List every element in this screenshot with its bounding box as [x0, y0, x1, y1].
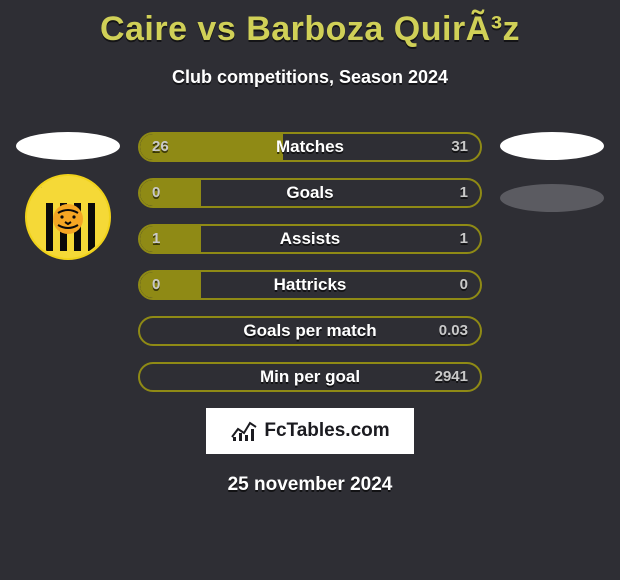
stat-value-right: 31: [451, 134, 468, 160]
stat-rows: Matches2631Goals01Assists11Hattricks00Go…: [138, 132, 482, 392]
footer-date: 25 november 2024: [0, 474, 620, 496]
stat-value-left: 0: [152, 180, 160, 206]
branding-text: FcTables.com: [264, 420, 389, 442]
left-player-column: HE STRONGEST: [8, 132, 128, 260]
page-title: Caire vs Barboza QuirÃ³z: [0, 10, 620, 49]
team-badge-left: HE STRONGEST: [25, 174, 111, 260]
comparison-card: Caire vs Barboza QuirÃ³z Club competitio…: [0, 0, 620, 580]
player-photo-placeholder-right: [500, 132, 604, 160]
team-badge-left-icon: HE STRONGEST: [28, 177, 108, 257]
stat-row: Assists1 1: [138, 224, 482, 254]
fctables-logo-icon: [230, 419, 258, 443]
stat-value-right: 0: [460, 272, 468, 298]
stat-label: Goals per match: [140, 318, 480, 344]
stat-value-right: 0.03: [439, 318, 468, 344]
stat-value-left: 1: [152, 226, 160, 252]
stat-value-right: 1: [460, 226, 468, 252]
stat-label: Assists: [140, 226, 480, 252]
page-subtitle: Club competitions, Season 2024: [0, 67, 620, 88]
right-player-column: [492, 132, 612, 226]
stat-label: Hattricks: [140, 272, 480, 298]
stat-label: Matches: [140, 134, 480, 160]
branding-bar[interactable]: FcTables.com: [206, 408, 414, 454]
stat-row: Min per goal2941: [138, 362, 482, 392]
stat-value-left: 0: [152, 272, 160, 298]
team-badge-placeholder-right: [500, 184, 604, 212]
stat-value-left: 26: [152, 134, 169, 160]
stat-row: Hattricks0 0: [138, 270, 482, 300]
stat-row: Goals0 1: [138, 178, 482, 208]
stat-value-right: 1: [460, 180, 468, 206]
player-photo-placeholder-left: [16, 132, 120, 160]
stat-label: Min per goal: [140, 364, 480, 390]
stat-row: Matches26 31: [138, 132, 482, 162]
stat-label: Goals: [140, 180, 480, 206]
stat-row: Goals per match0.03: [138, 316, 482, 346]
main-area: HE STRONGEST: [0, 132, 620, 496]
stat-value-right: 2941: [435, 364, 468, 390]
